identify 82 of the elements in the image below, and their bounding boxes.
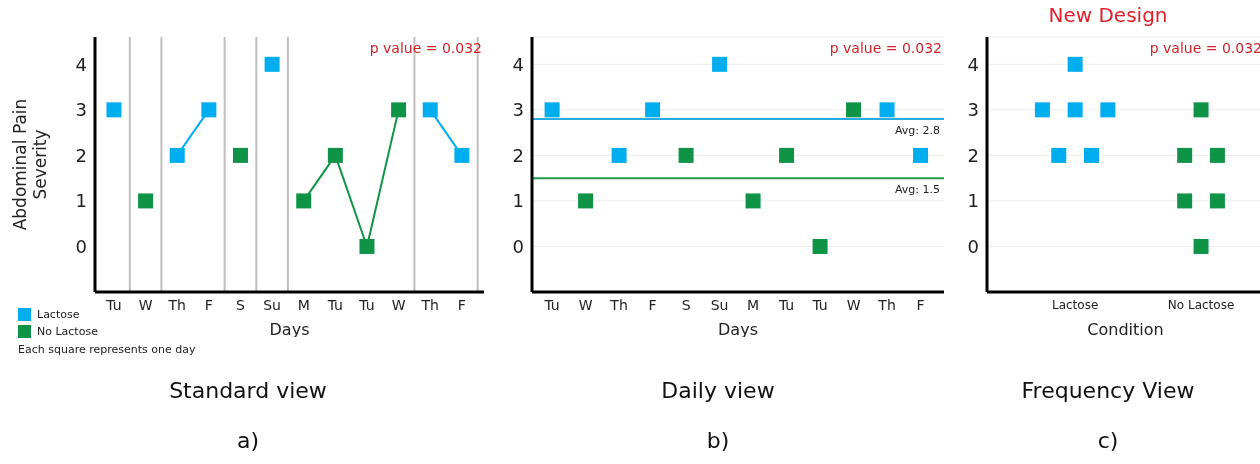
point [138, 193, 154, 209]
x-tick-label: W [846, 296, 861, 313]
y-tick-label: 1 [75, 190, 87, 212]
x-tick-label: F [204, 296, 213, 313]
x-tick-label: F [648, 296, 657, 313]
x-tick-label: Th [877, 296, 896, 313]
y-tick-label: 0 [512, 235, 524, 257]
text: c) [1096, 428, 1120, 453]
text: b) [705, 428, 731, 453]
x-tick-label: Tu [326, 296, 344, 313]
x-tick-label: Lactose [1051, 297, 1099, 312]
x-tick-label: Tu [543, 296, 560, 313]
legend-label: No Lactose [37, 325, 98, 338]
text: Frequency View [1021, 378, 1195, 403]
y-tick-label: 0 [967, 235, 979, 257]
text: Daily view [661, 378, 775, 403]
y-tick-label: 3 [512, 99, 524, 121]
y-tick-label: 0 [75, 235, 87, 257]
ref-line-label: Avg: 2.8 [894, 123, 940, 137]
x-tick-label: Th [167, 296, 186, 313]
x-tick-label: M [747, 296, 760, 313]
point [232, 147, 248, 163]
y-axis-title: Abdominal Pain Severity [10, 98, 50, 231]
point [422, 102, 438, 118]
point [169, 147, 185, 163]
x-tick-label: M [297, 296, 310, 313]
x-tick-label: No Lactose [1167, 297, 1235, 312]
chart-subtitle: New Design [1048, 3, 1168, 27]
y-tick-label: 3 [75, 99, 87, 121]
text: Each square represents one day [18, 343, 196, 356]
point [106, 102, 122, 118]
annotation: p value = 0.032 [1149, 40, 1260, 56]
point [812, 238, 828, 254]
y-tick-label: 2 [512, 144, 524, 166]
x-tick-label: Th [420, 296, 439, 313]
y-tick-label: 4 [75, 53, 87, 75]
y-tick-label: 3 [967, 99, 979, 121]
x-tick-label: W [391, 296, 406, 313]
text: a) [235, 428, 261, 453]
x-tick-label: W [578, 296, 593, 313]
x-axis-title: Condition [1087, 320, 1164, 339]
point [296, 193, 312, 209]
point [578, 193, 594, 209]
point [712, 56, 728, 72]
x-tick-label: Su [710, 296, 729, 313]
x-tick-label: F [457, 296, 466, 313]
y-tick-label: 4 [512, 53, 524, 75]
point [201, 102, 217, 118]
point [678, 147, 694, 163]
point [846, 102, 862, 118]
point [745, 193, 761, 209]
y-tick-label: 2 [967, 144, 979, 166]
point [391, 102, 407, 118]
point [454, 147, 470, 163]
point [359, 238, 375, 254]
y-tick-label: 1 [512, 190, 524, 212]
x-tick-label: W [138, 296, 153, 313]
x-tick-label: S [681, 296, 691, 313]
point [264, 56, 280, 72]
point [611, 147, 627, 163]
x-tick-label: Th [609, 296, 628, 313]
annotation: p value = 0.032 [829, 40, 942, 56]
point [645, 102, 661, 118]
x-tick-label: Tu [777, 296, 795, 313]
point [779, 147, 795, 163]
ref-line-label: Avg: 1.5 [894, 183, 940, 197]
point [327, 147, 343, 163]
x-tick-label: Tu [105, 296, 122, 313]
x-tick-label: Tu [358, 296, 375, 313]
x-tick-label: Tu [811, 296, 828, 313]
text: Standard view [169, 378, 327, 403]
y-tick-label: 1 [967, 190, 979, 212]
y-tick-label: 2 [75, 144, 87, 166]
legend-label: Lactose [37, 308, 80, 321]
annotation: p value = 0.032 [369, 40, 482, 56]
x-tick-label: Su [263, 296, 281, 313]
x-tick-label: S [236, 296, 246, 313]
x-tick-label: F [916, 296, 925, 313]
point [913, 147, 929, 163]
y-tick-label: 4 [967, 53, 979, 75]
point [544, 102, 560, 118]
point [879, 102, 895, 118]
